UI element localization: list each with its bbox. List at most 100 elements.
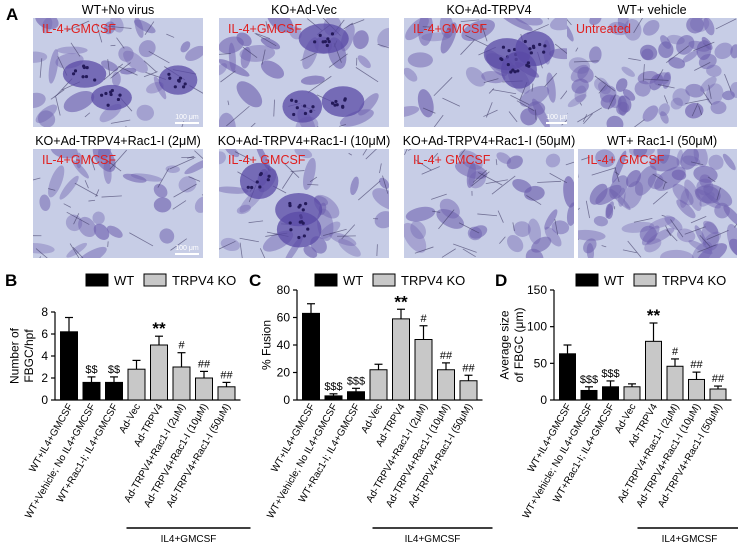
micrograph-2: IL-4+GMCSF (219, 18, 389, 127)
nucleus (318, 33, 322, 37)
micrograph-8: IL-4+ GMCSF (578, 149, 737, 258)
stained-cell (513, 221, 531, 237)
nucleus (304, 202, 308, 206)
nucleus (267, 174, 271, 178)
cell-process (170, 238, 187, 251)
cell-process (462, 248, 476, 258)
cell-process (698, 105, 703, 116)
stained-cell (118, 46, 134, 62)
stained-cell (48, 49, 59, 84)
bracket-label: IL4+GMCSF (662, 534, 718, 545)
stained-cell (600, 94, 617, 110)
stained-cell (666, 34, 685, 45)
legend-label-wt: WT (343, 273, 363, 288)
giant-cell (62, 60, 107, 88)
stained-cell (583, 238, 597, 254)
stained-cell (357, 55, 371, 69)
cell-process (39, 58, 43, 78)
cell-process (703, 92, 713, 106)
stained-cell (236, 81, 263, 108)
cell-process (581, 156, 590, 161)
stained-cell (75, 246, 107, 258)
cell-process (84, 180, 89, 189)
cell-process (430, 152, 439, 161)
nucleus (100, 93, 104, 97)
stained-cell (634, 80, 651, 97)
cell-process (365, 149, 378, 160)
nucleus (104, 91, 108, 96)
cell-process (273, 99, 275, 117)
cell-process (724, 73, 732, 92)
stained-cell (525, 248, 544, 258)
stained-cell (185, 45, 203, 61)
cell-process (110, 119, 131, 124)
nucleus (183, 82, 187, 86)
cell-process (633, 217, 653, 223)
stained-cell (544, 226, 562, 247)
cell-process (339, 124, 347, 127)
stained-cell (106, 225, 123, 238)
panel-label-c: C (249, 271, 262, 290)
cell-process (415, 159, 432, 171)
nucleus (543, 44, 547, 48)
y-axis-label: Number ofFBGC/hpf (7, 327, 35, 384)
stained-cell (574, 85, 587, 103)
stained-cell (606, 115, 624, 127)
stained-cell (417, 89, 434, 118)
cell-process (220, 70, 236, 83)
stained-cell (101, 60, 119, 72)
micrograph-texture (404, 149, 574, 258)
stained-cell (726, 223, 737, 257)
cell-process (458, 149, 466, 158)
y-axis-label-line: FBGC/hpf (22, 329, 36, 383)
stained-cell (178, 176, 197, 193)
cell-process (348, 152, 353, 156)
cell-process (255, 33, 271, 39)
micrograph-7: IL-4+ GMCSF (404, 149, 574, 258)
nucleus (333, 103, 337, 107)
y-tick-label: 150 (527, 283, 547, 297)
nucleus (303, 111, 308, 116)
y-tick-label: 80 (277, 283, 291, 297)
legend-swatch-wt (314, 273, 338, 287)
stained-cell (701, 221, 719, 251)
y-tick-label: 40 (277, 338, 291, 352)
nucleus (302, 234, 306, 238)
nucleus (288, 201, 292, 206)
cell-process (194, 150, 203, 160)
micrograph-texture (578, 149, 737, 258)
stained-cell (589, 18, 602, 26)
stained-cell (500, 18, 533, 31)
stained-cell (35, 18, 59, 30)
cell-process (261, 49, 266, 65)
cell-process (95, 189, 100, 198)
stained-cell (698, 53, 717, 70)
stained-cell (672, 183, 694, 206)
stained-cell (465, 66, 486, 87)
y-tick-label: 6 (41, 327, 48, 341)
legend-label-ko: TRPV4 KO (172, 273, 236, 288)
cell-process (497, 210, 504, 223)
stained-cell (571, 78, 589, 94)
cell-process (453, 243, 477, 253)
giant-cell (298, 23, 349, 54)
stained-cell (617, 18, 629, 30)
scale-bar-5: 100 μm (175, 245, 199, 255)
cell-process (579, 102, 583, 106)
cell-process (441, 248, 456, 258)
stained-cell (714, 42, 733, 60)
cell-process (250, 122, 256, 127)
stained-cell (686, 18, 704, 34)
stained-cell (410, 220, 426, 240)
cell-process (144, 21, 155, 36)
cell-process (35, 248, 48, 258)
stained-cell (33, 92, 46, 109)
cell-process (471, 171, 490, 187)
cell-process (72, 246, 84, 258)
y-axis-label-line: Number of (7, 327, 21, 384)
stained-cell (240, 46, 251, 69)
nucleus (509, 70, 513, 74)
y-tick-label: 8 (41, 305, 48, 319)
nucleus (528, 47, 532, 51)
